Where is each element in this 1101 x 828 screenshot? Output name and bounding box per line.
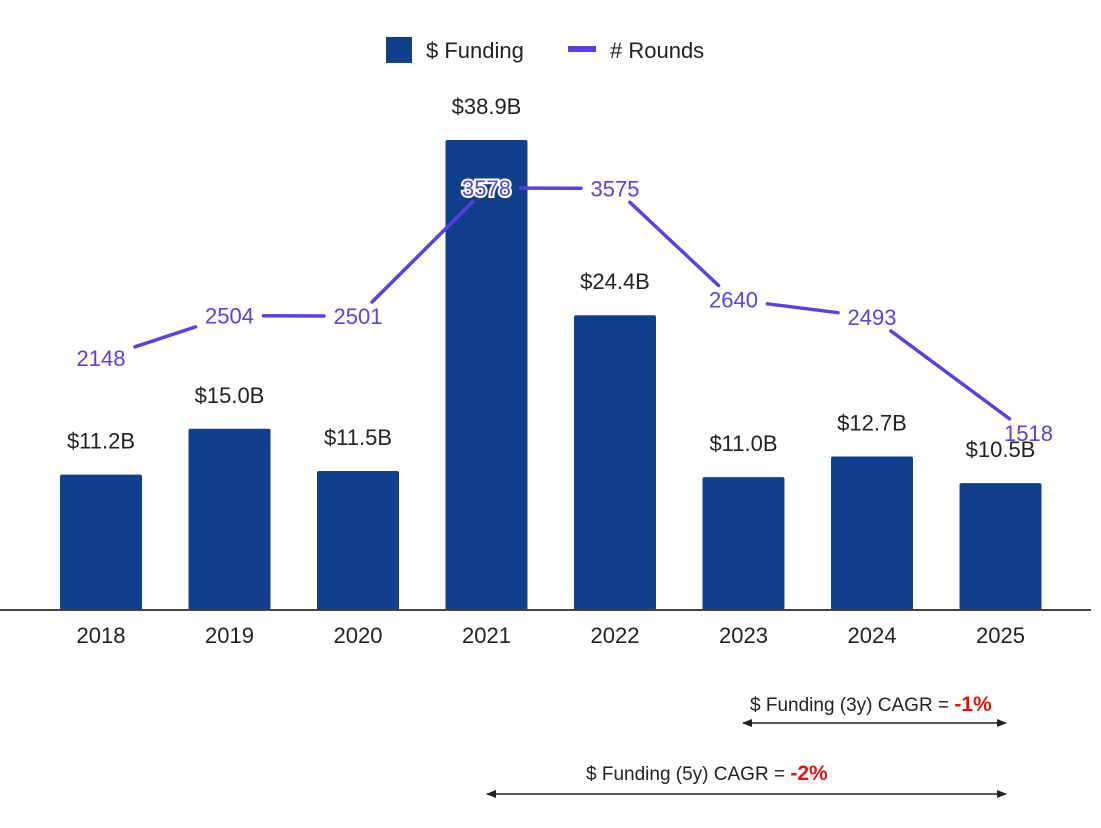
rounds-label-2022: 3575 xyxy=(591,176,640,201)
bar-label-2024: $12.7B xyxy=(837,411,907,436)
rounds-label-2025: 1518 xyxy=(1004,421,1053,446)
x-tick-2021: 2021 xyxy=(462,623,511,648)
x-tick-labels: 2018 2019 2020 2021 2022 2023 2024 2025 xyxy=(77,623,1025,648)
bar-2019 xyxy=(188,428,271,610)
bar-2022 xyxy=(574,315,656,610)
legend-swatch-rounds xyxy=(568,46,596,52)
bar-2024 xyxy=(831,456,913,610)
rounds-segment-2020-2021 xyxy=(370,200,475,304)
bar-label-2019: $15.0B xyxy=(195,383,265,408)
cagr-5y-label: $ Funding (5y) CAGR = -2% xyxy=(586,762,828,785)
funding-bars: $11.2B $15.0B $11.5B $38.9B $24.4B $11.0B $12.… xyxy=(60,94,1042,610)
bar-label-2018: $11.2B xyxy=(67,429,135,454)
x-tick-2023: 2023 xyxy=(719,623,768,648)
rounds-label-2021: 3578 xyxy=(462,176,511,201)
legend-label-funding: $ Funding xyxy=(426,38,524,63)
cagr-annotation-3y: $ Funding (3y) CAGR = -1% xyxy=(742,693,1007,727)
rounds-label-2018: 2148 xyxy=(77,346,126,371)
x-tick-2025: 2025 xyxy=(976,623,1025,648)
rounds-segment-2024-2025 xyxy=(889,329,1012,421)
x-tick-2024: 2024 xyxy=(848,623,897,648)
rounds-segment-2022-2023 xyxy=(628,200,721,288)
rounds-series: 2148 2504 2501 3578 3575 2640 2493 1518 xyxy=(77,174,1053,446)
bar-2018 xyxy=(60,474,142,610)
cagr-annotation-5y: $ Funding (5y) CAGR = -2% xyxy=(486,762,1007,798)
legend-label-rounds: # Rounds xyxy=(610,38,704,63)
bar-label-2021: $38.9B xyxy=(452,94,522,119)
bar-label-2022: $24.4B xyxy=(580,269,650,294)
rounds-label-2020: 2501 xyxy=(334,304,383,329)
bar-label-2020: $11.5B xyxy=(324,425,392,450)
rounds-label-2024: 2493 xyxy=(848,305,897,330)
bar-2020 xyxy=(317,471,399,610)
bar-2023 xyxy=(702,477,785,610)
legend: $ Funding # Rounds xyxy=(386,37,704,63)
x-tick-2018: 2018 xyxy=(77,623,126,648)
x-tick-2020: 2020 xyxy=(334,623,383,648)
rounds-segment-2018-2019 xyxy=(133,325,198,349)
rounds-segment-2023-2024 xyxy=(765,302,840,315)
bar-2021 xyxy=(445,140,528,610)
rounds-label-2019: 2504 xyxy=(205,304,254,329)
x-tick-2019: 2019 xyxy=(205,623,254,648)
bar-2025 xyxy=(959,483,1042,610)
cagr-3y-label: $ Funding (3y) CAGR = -1% xyxy=(750,693,992,716)
x-tick-2022: 2022 xyxy=(591,623,640,648)
rounds-label-2023: 2640 xyxy=(709,288,758,313)
bar-label-2023: $11.0B xyxy=(709,431,777,456)
bar-label-2025: $10.5B xyxy=(966,437,1036,462)
legend-swatch-funding xyxy=(386,37,412,63)
